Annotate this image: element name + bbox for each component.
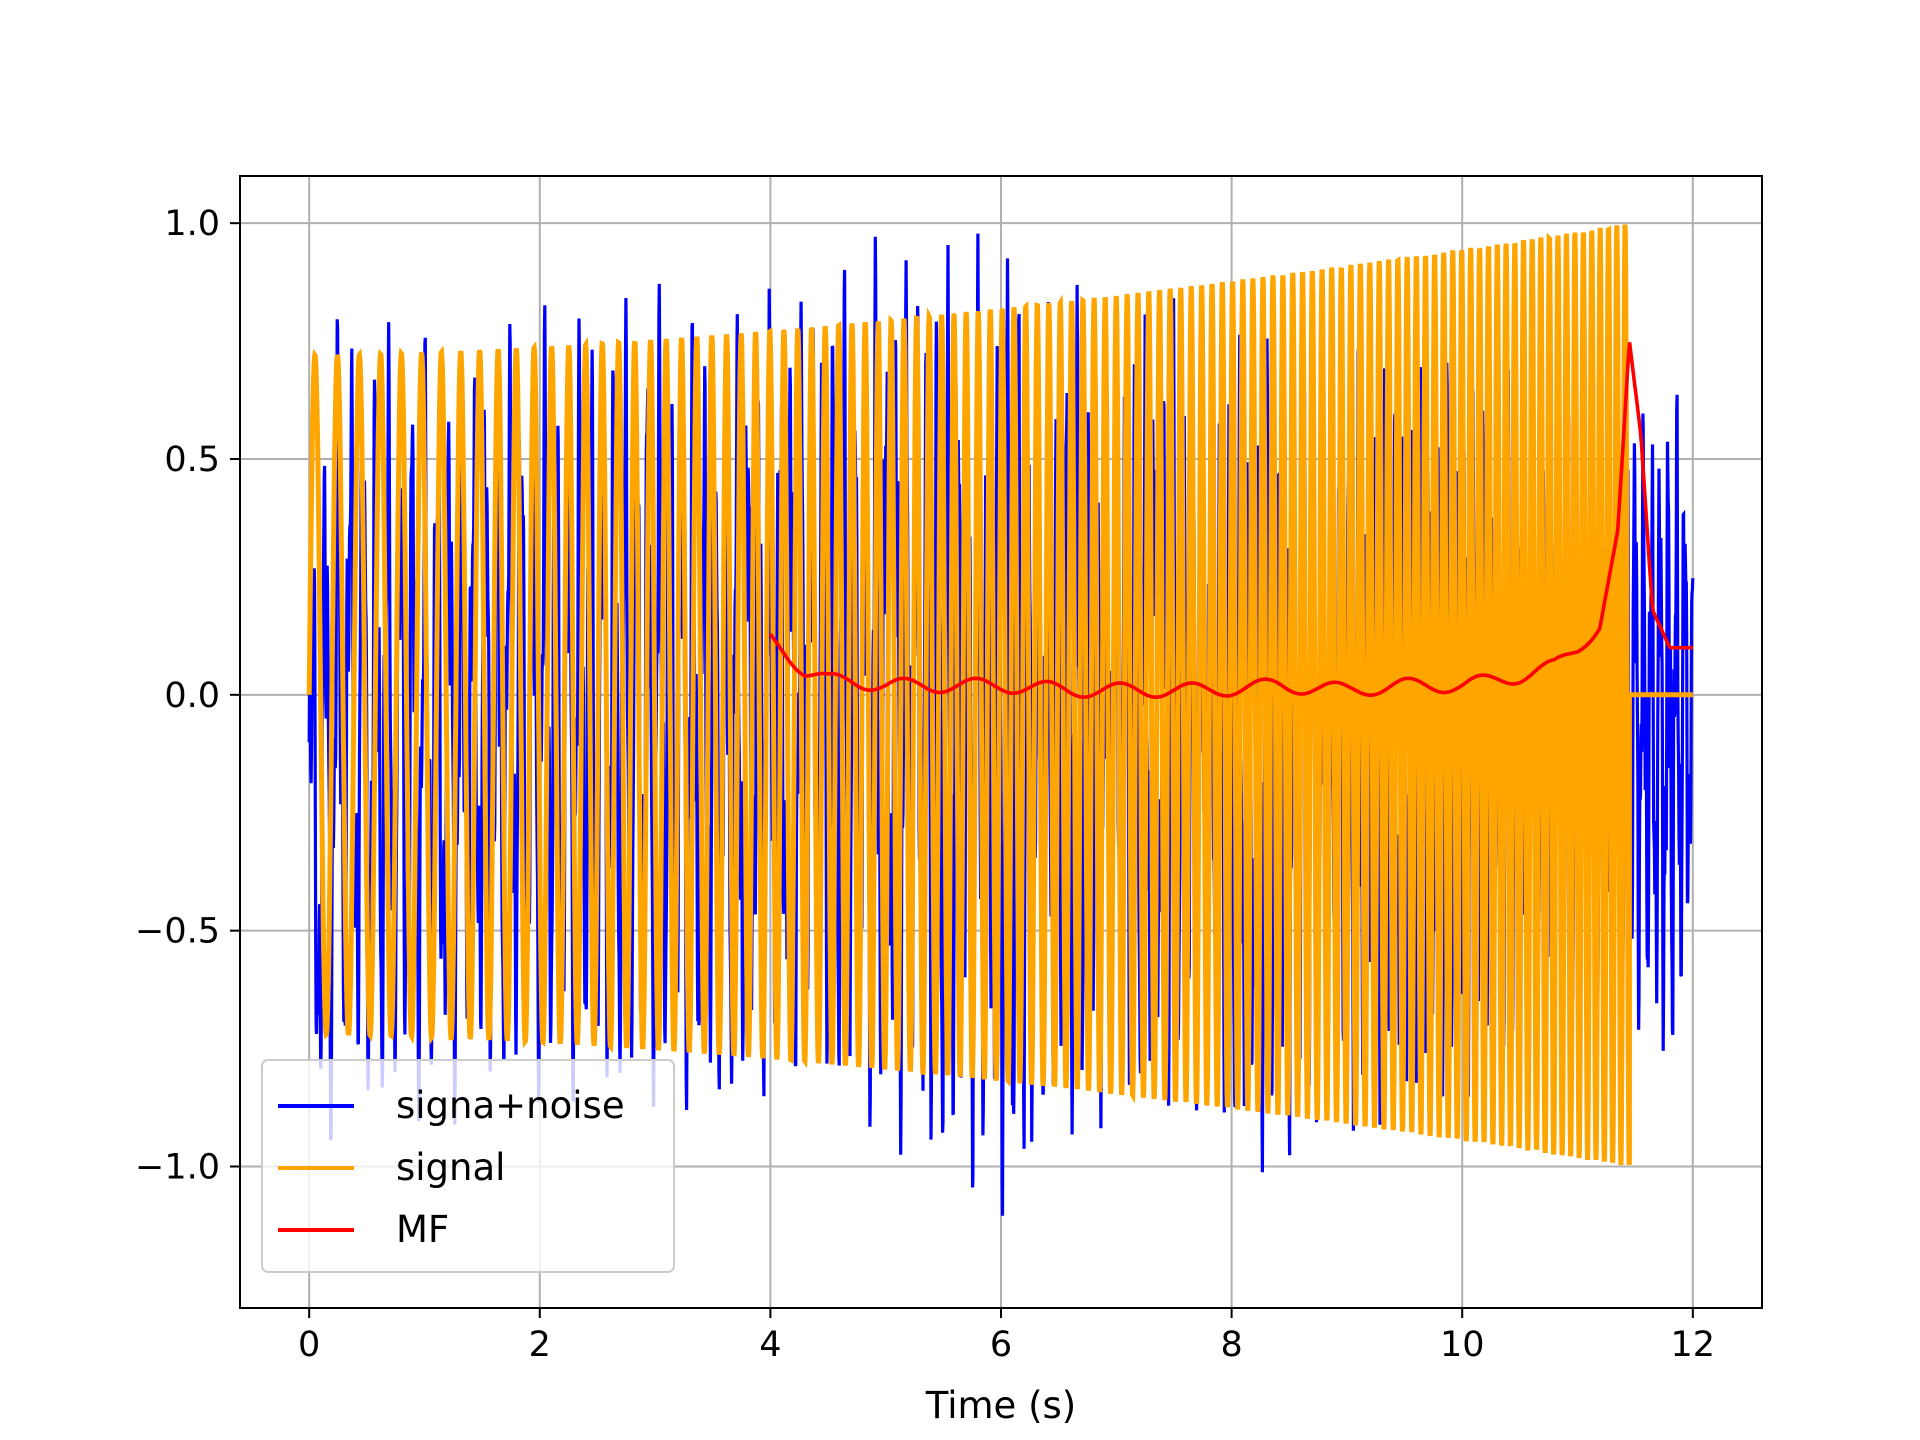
legend-label: signa+noise	[396, 1084, 625, 1127]
x-axis: 0 2 4 6 8 10 12	[298, 1308, 1715, 1365]
x-tick-label: 12	[1671, 1325, 1716, 1365]
legend-label: MF	[396, 1208, 449, 1251]
y-tick-label: 1.0	[164, 204, 220, 244]
y-tick-label: −1.0	[135, 1148, 220, 1188]
y-tick-label: 0.5	[164, 440, 220, 480]
legend-box	[261, 1059, 675, 1273]
x-tick-label: 8	[1220, 1325, 1242, 1365]
legend-label: signal	[396, 1146, 505, 1189]
x-tick-label: 10	[1440, 1325, 1485, 1365]
x-tick-label: 4	[759, 1325, 781, 1365]
y-tick-label: 0.0	[164, 676, 220, 716]
series-mf-line	[768, 342, 1693, 699]
y-axis: 1.0 0.5 0.0 −0.5 −1.0	[135, 204, 240, 1188]
x-axis-label: Time (s)	[925, 1384, 1076, 1427]
x-tick-label: 6	[990, 1325, 1012, 1365]
y-tick-label: −0.5	[135, 912, 220, 952]
x-tick-label: 0	[298, 1325, 320, 1365]
x-tick-label: 2	[529, 1325, 551, 1365]
plot-area	[306, 224, 1695, 1216]
legend: signa+noise signal MF	[261, 1059, 675, 1273]
series-signal-line	[306, 224, 1693, 1166]
